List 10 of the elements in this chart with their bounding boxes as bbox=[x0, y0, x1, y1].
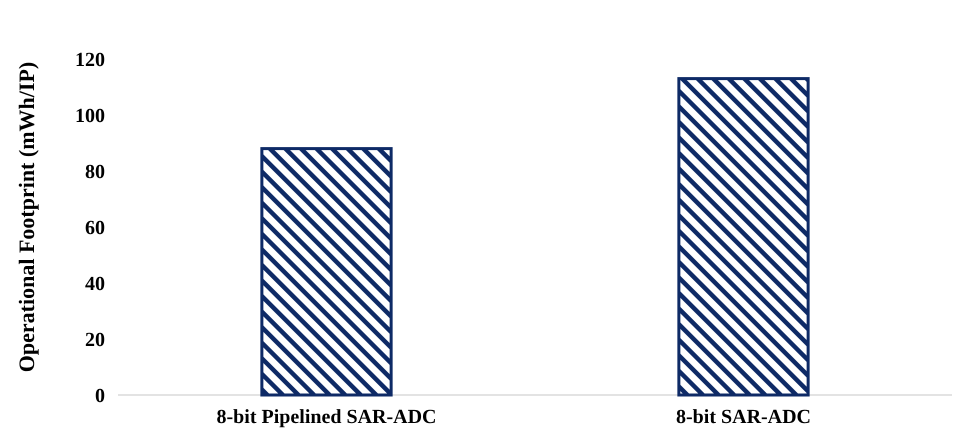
y-tick-label: 20 bbox=[85, 329, 105, 351]
y-tick-label: 100 bbox=[75, 105, 105, 127]
y-tick-label: 0 bbox=[95, 385, 105, 407]
y-tick-label: 120 bbox=[75, 49, 105, 71]
y-tick-label: 60 bbox=[85, 217, 105, 239]
x-tick-label: 8-bit SAR-ADC bbox=[676, 406, 811, 428]
y-tick-label: 80 bbox=[85, 161, 105, 183]
y-tick-label: 40 bbox=[85, 273, 105, 295]
y-axis-title: Operational Footprint (mWh/IP) bbox=[14, 62, 39, 372]
x-tick-label: 8-bit Pipelined SAR-ADC bbox=[216, 406, 437, 428]
